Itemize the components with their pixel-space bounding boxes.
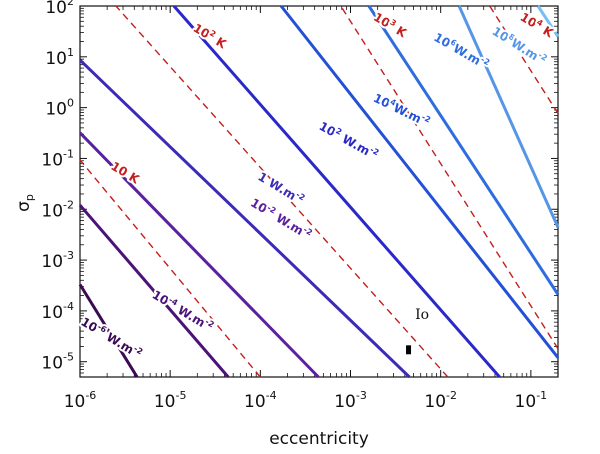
- x-tick-label: 10-5: [154, 389, 187, 412]
- flux-contour-line: [78, 283, 139, 378]
- x-tick-label: 10-3: [334, 389, 367, 412]
- flux-contour-line: [457, 5, 560, 229]
- y-axis-label: σp: [14, 194, 36, 212]
- flux-contour-line: [172, 5, 501, 378]
- flux-contour-line: [78, 59, 411, 379]
- x-tick-label: 10-4: [244, 389, 277, 412]
- y-tick-label: 101: [45, 46, 74, 69]
- temperature-contour-line: [115, 5, 449, 378]
- x-tick-label: 10-2: [424, 389, 457, 412]
- y-tick-label: 10-2: [41, 198, 74, 221]
- y-tick-label: 10-1: [41, 147, 74, 170]
- io-marker: [406, 345, 412, 355]
- x-tick-label: 10-6: [64, 389, 97, 412]
- flux-contour-line: [279, 5, 560, 359]
- temperature-contour-line: [340, 5, 559, 350]
- plot-frame: [79, 5, 559, 378]
- flux-contour-line: [367, 5, 560, 296]
- io-label: Io: [415, 307, 429, 323]
- y-tick-label: 102: [45, 0, 74, 18]
- y-tick-label: 100: [45, 97, 74, 120]
- y-tick-label: 10-5: [41, 351, 74, 374]
- y-tick-label: 10-4: [41, 300, 74, 323]
- x-axis-label: eccentricity: [269, 429, 369, 449]
- y-tick-label: 10-3: [41, 249, 74, 272]
- flux-contour-line: [78, 131, 320, 379]
- temperature-contour-line: [489, 5, 559, 114]
- flux-contour-line: [536, 5, 560, 38]
- x-tick-label: 10-1: [515, 389, 548, 412]
- flux-contour-line: [78, 204, 230, 378]
